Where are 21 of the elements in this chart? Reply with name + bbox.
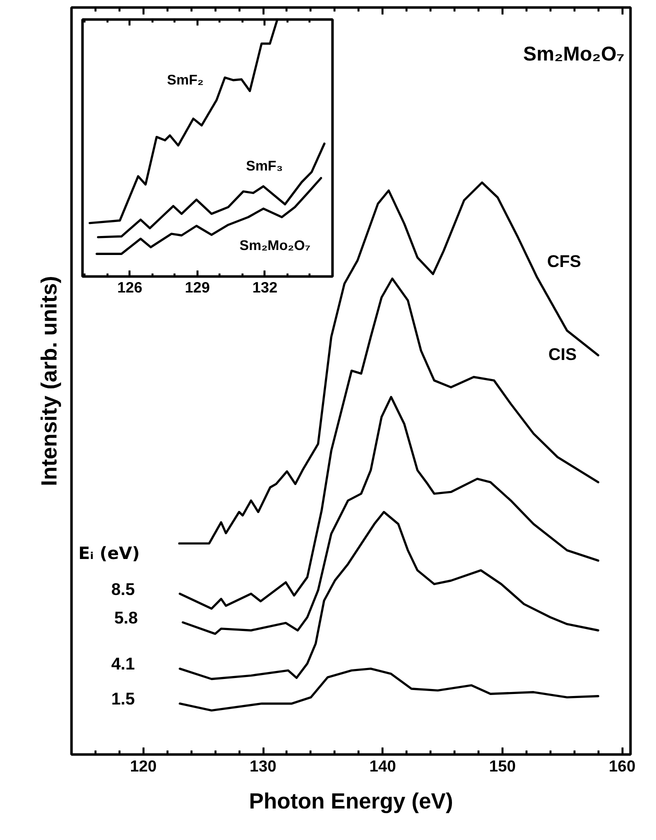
text: 8.5 — [111, 580, 135, 599]
series-label: CFS — [547, 252, 582, 271]
x-tick-label: 120 — [130, 758, 157, 776]
x-tick-label: 130 — [250, 758, 276, 776]
x-tick-label: 132 — [252, 280, 278, 296]
y-axis-title: Intensity (arb. units) — [36, 276, 62, 486]
x-tick-label: 150 — [489, 758, 516, 776]
series-label: SmF₂ — [167, 72, 204, 88]
annotation: CIS — [548, 345, 577, 364]
text: 5.8 — [114, 608, 138, 628]
text: 4.1 — [111, 654, 135, 674]
x-axis-title: Photon Energy (eV) — [248, 788, 454, 814]
series-label: Sm₂Mo₂O₇ — [240, 237, 310, 254]
series-label: SmF₃ — [246, 158, 283, 174]
legend-title: Eᵢ (eV) — [78, 544, 140, 564]
text: 1.5 — [111, 690, 135, 709]
x-tick-label: 126 — [117, 280, 142, 296]
x-tick-label: 129 — [184, 280, 210, 296]
x-tick-label: 160 — [608, 758, 636, 776]
chart-title: Sm₂Mo₂O₇ — [523, 44, 624, 66]
x-tick-label: 140 — [369, 758, 396, 776]
